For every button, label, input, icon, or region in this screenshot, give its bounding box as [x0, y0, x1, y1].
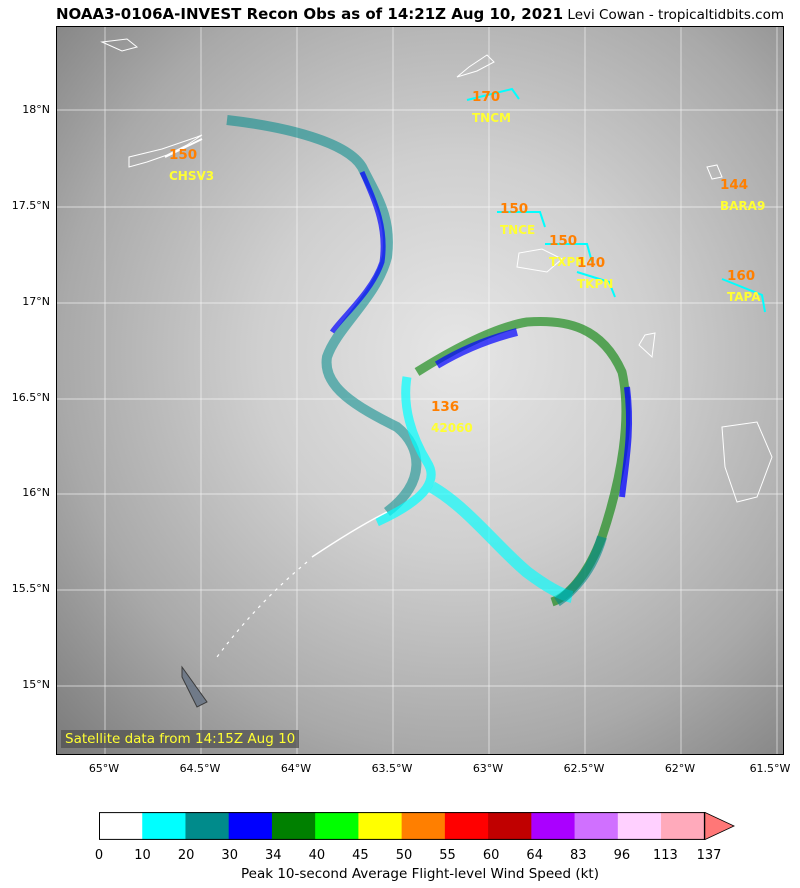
lon-label-62: 62°W: [664, 762, 696, 775]
colorbar-segment: [574, 812, 619, 840]
colorbar-segment: [617, 812, 662, 840]
colorbar-segment: [99, 812, 143, 840]
colorbar-segment: [488, 812, 532, 840]
map-panel: 150 CHSV3 170 TNCM 150 TNCE 150 TXPN 140 TKPN 144 B…: [56, 26, 784, 755]
credit-text: Levi Cowan - tropicaltidbits.com: [567, 7, 784, 23]
colorbar-tick-label: 83: [570, 848, 587, 863]
lon-label-63: 63°W: [472, 762, 504, 775]
colorbar-tick-label: 64: [526, 848, 543, 863]
colorbar-segment: [444, 812, 489, 840]
flight-track: [181, 115, 633, 708]
satellite-timestamp: Satellite data from 14:15Z Aug 10: [61, 730, 300, 748]
colorbar-segment: [531, 812, 576, 840]
colorbar-tick-label: 45: [352, 848, 369, 863]
lat-label-17-5: 17.5°N: [11, 199, 50, 212]
colorbar-segment: [228, 812, 273, 840]
colorbar-tick-label: 60: [482, 848, 500, 863]
coastlines: [100, 38, 773, 503]
lon-label-61-5: 61.5°W: [749, 762, 791, 775]
station-value: 170: [472, 89, 501, 105]
lon-label-65: 65°W: [88, 762, 120, 775]
lat-label-16: 16°N: [22, 486, 50, 499]
station-value: 150: [549, 233, 578, 249]
station-id: TKPN: [577, 277, 614, 291]
station-value: 160: [727, 268, 756, 284]
colorbar-label: Peak 10-second Average Flight-level Wind…: [241, 866, 599, 882]
station-id: TXPN: [549, 255, 586, 269]
station-value: 150: [500, 201, 529, 217]
colorbar-tick-label: 10: [134, 848, 151, 863]
station-id: TNCM: [472, 111, 511, 125]
colorbar-segment: [271, 812, 316, 840]
lat-label-16-5: 16.5°N: [11, 391, 50, 404]
station-id: TAPA: [727, 290, 761, 304]
colorbar-segment: [661, 812, 705, 840]
colorbar-segment: [358, 812, 403, 840]
lat-label-15-5: 15.5°N: [11, 582, 50, 595]
grid-lines: [57, 27, 783, 754]
station-value: 136: [431, 399, 460, 415]
lat-label-15: 15°N: [22, 678, 50, 691]
station-id: 42060: [431, 421, 473, 435]
colorbar-tick-label: 50: [395, 848, 413, 863]
lon-label-62-5: 62.5°W: [563, 762, 605, 775]
chart-title: NOAA3-0106A-INVEST Recon Obs as of 14:21…: [56, 5, 564, 23]
colorbar-tick-label: 40: [308, 848, 326, 863]
lon-label-64: 64°W: [280, 762, 312, 775]
colorbar-segment: [401, 812, 446, 840]
colorbar-tick-label: 55: [439, 848, 456, 863]
colorbar-tick-label: 30: [221, 848, 238, 863]
lat-label-17: 17°N: [22, 295, 50, 308]
colorbar-segment: [185, 812, 230, 840]
colorbar-tick-label: 0: [94, 848, 104, 863]
colorbar-segment: [142, 812, 186, 840]
station-barbs: [164, 87, 766, 313]
station-id: TNCE: [500, 223, 536, 237]
colorbar-segment: [315, 812, 359, 840]
colorbar: [99, 812, 735, 840]
station-value: 144: [720, 177, 749, 193]
station-value: 140: [577, 255, 606, 271]
colorbar-tick-label: 34: [265, 848, 282, 863]
colorbar-tick-label: 113: [653, 848, 678, 863]
station-id: BARA9: [720, 199, 766, 213]
lat-label-18: 18°N: [22, 103, 50, 116]
colorbar-extend-arrow: [703, 812, 735, 840]
colorbar-tick-label: 137: [696, 848, 722, 863]
lon-label-63-5: 63.5°W: [371, 762, 413, 775]
lon-label-64-5: 64.5°W: [179, 762, 221, 775]
map-overlay: [57, 27, 783, 754]
colorbar-tick-label: 20: [177, 848, 195, 863]
station-id: CHSV3: [169, 169, 215, 183]
colorbar-tick-label: 96: [613, 848, 631, 863]
station-value: 150: [169, 147, 198, 163]
